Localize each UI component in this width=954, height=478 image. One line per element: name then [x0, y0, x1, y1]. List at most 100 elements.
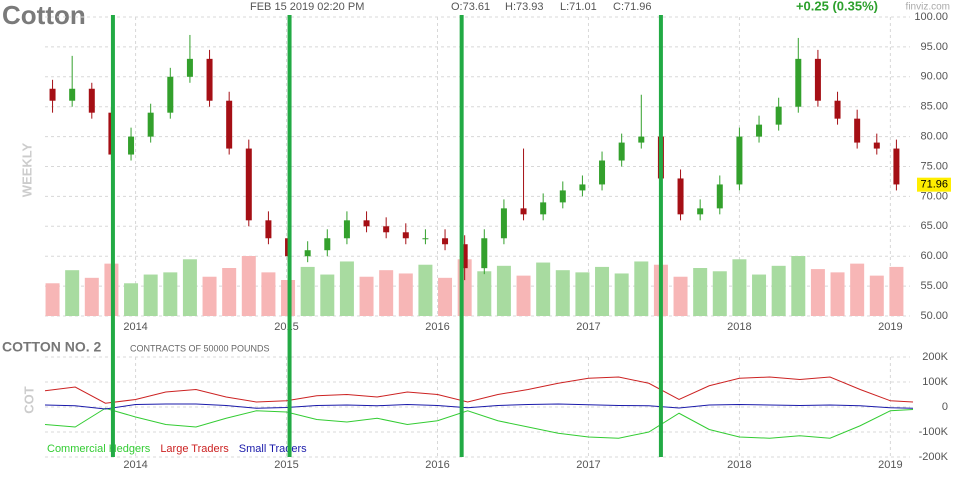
candle-body — [873, 142, 880, 149]
x-tick-label: 2015 — [274, 321, 298, 333]
y-tick-label: 55.00 — [920, 280, 948, 292]
ohlc-low: L:71.01 — [560, 1, 597, 13]
candle-body — [128, 136, 135, 155]
last-price-label: 71.96 — [920, 179, 948, 191]
y-tick-label: -100K — [919, 426, 949, 438]
candle-body — [697, 208, 704, 215]
volume-bar — [869, 275, 884, 316]
candle-body — [481, 238, 488, 269]
candle-body — [383, 226, 390, 233]
volume-bar — [359, 276, 374, 316]
legend-entry: Large Traders — [160, 443, 229, 455]
volume-bar — [339, 261, 354, 316]
candle-body — [638, 136, 645, 143]
x-tick-label: 2016 — [425, 321, 449, 333]
volume-bar — [575, 272, 590, 316]
volume-bar — [261, 272, 276, 316]
candle-body — [206, 58, 213, 101]
candle-body — [893, 148, 900, 185]
y-tick-label: 75.00 — [920, 160, 948, 172]
x-tick-label: 2019 — [878, 459, 902, 471]
ohlc-high: H:73.93 — [505, 1, 544, 13]
y-tick-label: 90.00 — [920, 71, 948, 83]
candle-body — [461, 244, 468, 269]
candle-body — [540, 202, 547, 215]
volume-bar — [634, 261, 649, 316]
x-tick-label: 2014 — [123, 321, 147, 333]
x-tick-label: 2018 — [727, 459, 751, 471]
y-tick-label: -200K — [919, 451, 949, 463]
y-axis-label: WEEKLY — [19, 142, 34, 197]
last-price-tag — [917, 177, 951, 192]
candle-body — [716, 184, 723, 209]
candle-body — [500, 208, 507, 239]
source: finviz.com — [906, 2, 950, 13]
ohlc-close: C:71.96 — [613, 1, 652, 13]
candle-body — [559, 190, 566, 203]
volume-bar — [398, 273, 413, 316]
candle-body — [775, 106, 782, 125]
volume-bar — [418, 264, 433, 316]
candle-body — [579, 184, 586, 191]
volume-bar — [84, 277, 99, 316]
candle-body — [265, 220, 272, 239]
candle-body — [795, 58, 802, 107]
series-line — [44, 376, 914, 404]
candle-body — [854, 118, 861, 143]
volume-bar — [182, 259, 197, 316]
candle-body — [343, 220, 350, 239]
series-line — [44, 403, 914, 410]
cot-title: COTTON NO. 2 — [2, 339, 102, 355]
legend-entry: Commercial Hedgers — [47, 443, 151, 455]
volume-bar — [536, 262, 551, 316]
candle-body — [324, 238, 331, 251]
volume-bar — [320, 274, 335, 316]
volume-bar — [712, 271, 727, 316]
volume-bar — [771, 265, 786, 316]
legend-entry: Small Traders — [239, 443, 307, 455]
candle-body — [736, 136, 743, 185]
candle-body — [167, 76, 174, 113]
volume-bar — [143, 274, 158, 316]
volume-bar — [889, 266, 904, 316]
candle-body — [814, 58, 821, 101]
y-tick-label: 100.00 — [914, 11, 948, 23]
candle-body — [304, 250, 311, 257]
x-tick-label: 2015 — [274, 459, 298, 471]
x-tick-label: 2018 — [727, 321, 751, 333]
change: +0.25 (0.35%) — [796, 0, 878, 13]
volume-bar — [693, 268, 708, 316]
volume-bar — [124, 283, 139, 316]
volume-bar — [379, 270, 394, 316]
y-tick-label: 60.00 — [920, 250, 948, 262]
volume-bar — [222, 268, 237, 316]
volume-bar — [732, 259, 747, 316]
candle-body — [756, 124, 763, 137]
candle-body — [599, 160, 606, 185]
candle-body — [520, 208, 527, 215]
volume-bar — [477, 271, 492, 316]
y-tick-label: 95.00 — [920, 41, 948, 53]
y-tick-label: 70.00 — [920, 190, 948, 202]
candle-body — [245, 148, 252, 221]
y-tick-label: 65.00 — [920, 220, 948, 232]
candle-body — [147, 112, 154, 137]
volume-bar — [163, 272, 178, 316]
volume-bar — [555, 270, 570, 316]
y-tick-label: 100K — [922, 376, 948, 388]
candle-body — [49, 88, 56, 101]
chart-title: Cotton — [2, 0, 86, 30]
x-tick-label: 2017 — [576, 459, 600, 471]
date: FEB 15 2019 02:20 PM — [250, 1, 364, 13]
volume-bar — [65, 270, 80, 316]
candle-body — [186, 58, 193, 77]
volume-bar — [45, 283, 60, 316]
x-tick-label: 2019 — [878, 321, 902, 333]
candle-body — [442, 238, 449, 245]
x-tick-label: 2016 — [425, 459, 449, 471]
x-tick-label: 2017 — [576, 321, 600, 333]
candle-body — [402, 232, 409, 239]
volume-bar — [810, 269, 825, 316]
volume-bar — [202, 276, 217, 316]
volume-bar — [830, 272, 845, 316]
